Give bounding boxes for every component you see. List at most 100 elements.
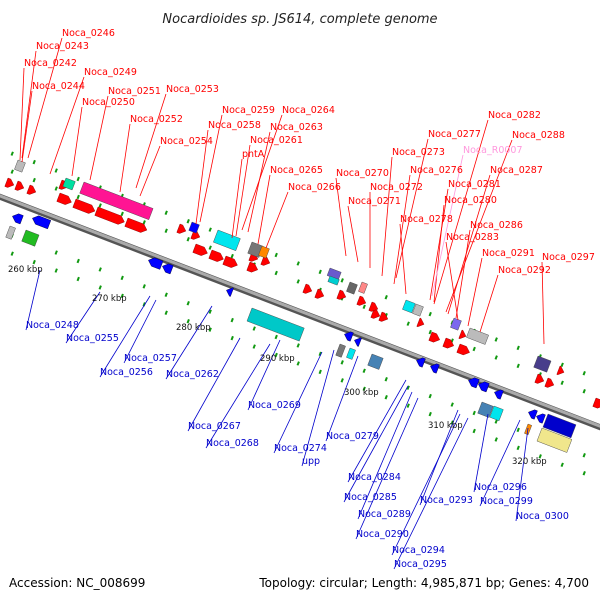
track-dot (472, 346, 476, 352)
feature-box (533, 355, 552, 373)
gene-features (4, 159, 600, 453)
track-dot (164, 228, 168, 234)
reverse-gene (478, 381, 490, 393)
track-dot (142, 284, 146, 289)
scale-label: 320 kbp (512, 457, 547, 467)
forward-gene (416, 317, 425, 327)
leader-line (301, 349, 335, 467)
gene-label-forward: Noca_0287 (490, 165, 543, 176)
gene-label-forward: Noca_0292 (498, 265, 551, 276)
track-dot (230, 335, 234, 341)
gene-label-forward: Noca_0252 (130, 114, 183, 125)
leader-line (99, 295, 151, 378)
track-dot (296, 261, 300, 266)
gene-label-forward: Noca_0282 (488, 110, 541, 121)
leader-line (123, 299, 157, 364)
forward-gene (442, 337, 455, 349)
track-dot (472, 410, 476, 416)
track-dot (98, 267, 102, 272)
feature-box (14, 159, 26, 173)
feature-box (335, 343, 346, 358)
feature-box (466, 327, 489, 345)
track-dot (516, 363, 520, 369)
scale-label: 290 kbp (260, 354, 295, 364)
forward-gene (458, 329, 467, 339)
track-dot (32, 159, 36, 165)
feature-box (62, 177, 76, 191)
gene-label-reverse: Noca_0294 (392, 545, 445, 556)
reverse-gene (494, 389, 504, 400)
page-title: Nocardioides sp. JS614, complete genome (162, 12, 437, 27)
track-dot (252, 344, 256, 349)
track-dot (450, 402, 454, 407)
track-dot (340, 360, 344, 365)
track-dot (208, 227, 212, 232)
feature-box (542, 413, 577, 439)
forward-gene (124, 217, 148, 233)
gene-label-forward: Noca_0263 (270, 122, 323, 133)
gene-label-forward: pntA (242, 149, 265, 160)
leader-line (231, 158, 243, 239)
track-dot (516, 427, 520, 433)
leader-line (71, 106, 83, 177)
leader-line (515, 427, 529, 522)
gene-label-forward: Noca_0244 (32, 81, 85, 92)
feature-box (346, 347, 356, 360)
gene-label-forward: Noca_0246 (62, 28, 115, 39)
reverse-gene (528, 409, 538, 420)
track-dot (560, 380, 564, 386)
leader-line (139, 145, 161, 197)
forward-gene (428, 331, 441, 343)
reverse-gene (416, 357, 426, 368)
track-dot (340, 278, 344, 283)
leader-line (205, 343, 271, 449)
track-dot (384, 295, 388, 300)
feature-box (188, 221, 200, 234)
gene-label-forward: Noca_0250 (82, 97, 135, 108)
leader-line (479, 274, 499, 333)
track-dot (186, 319, 190, 324)
leader-line (195, 129, 209, 225)
gene-label-forward: Noca_0264 (282, 105, 335, 116)
track-dot (274, 252, 278, 258)
track-dot (76, 176, 80, 182)
track-dot (296, 279, 300, 284)
track-dot (318, 369, 322, 375)
forward-gene (314, 288, 325, 299)
track-dot (428, 311, 432, 317)
gene-label-reverse: upp (302, 456, 320, 467)
track-dot (54, 186, 58, 191)
track-dot (406, 385, 410, 390)
leader-line (21, 50, 37, 159)
leader-line (49, 76, 85, 175)
track-dot (274, 334, 278, 340)
reverse-gene (12, 213, 24, 225)
track-dot (560, 362, 564, 368)
leader-line (433, 204, 445, 303)
gene-label-reverse: Noca_0299 (480, 496, 533, 507)
track-dot (340, 378, 344, 383)
reverse-gene (354, 337, 362, 347)
track-dot (362, 368, 366, 374)
track-dot (120, 293, 124, 299)
track-dot (208, 245, 212, 250)
gene-label-rna: Noca_R0007 (463, 145, 523, 156)
leader-line (455, 229, 471, 319)
leader-line (325, 355, 359, 442)
gene-label-forward: Noca_0266 (288, 182, 341, 193)
track-dot (494, 355, 498, 360)
forward-gene (302, 283, 313, 294)
leader-line (347, 205, 359, 263)
feature-box (246, 307, 305, 342)
gene-label-reverse: Noca_0293 (420, 495, 473, 506)
track-dot (362, 304, 366, 310)
track-dot (142, 220, 146, 225)
gene-label-forward: Noca_0273 (392, 147, 445, 158)
gene-label-forward: Noca_0261 (250, 135, 303, 146)
track-dot (10, 151, 14, 156)
track-dot (164, 292, 168, 298)
gene-label-forward: Noca_0281 (448, 179, 501, 190)
leader-line (165, 305, 213, 380)
track-dot (384, 395, 388, 400)
track-dot (472, 428, 476, 434)
